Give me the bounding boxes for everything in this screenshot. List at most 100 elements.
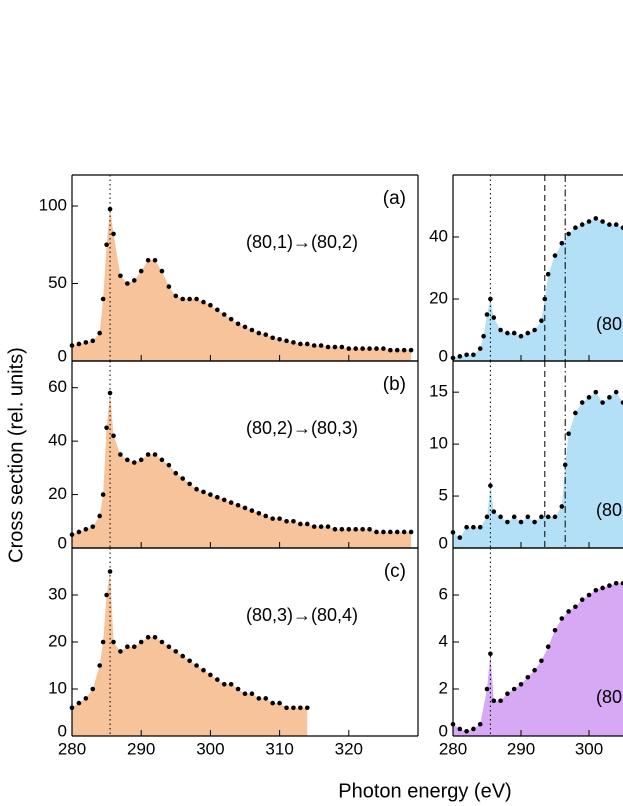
panel-label: (c) xyxy=(384,561,406,582)
data-point xyxy=(360,346,365,351)
annotation: (80 xyxy=(596,687,622,707)
y-tick-label: 2 xyxy=(439,678,448,697)
data-point xyxy=(488,296,493,302)
data-point xyxy=(498,698,503,704)
data-point xyxy=(125,281,130,286)
y-tick-label: 20 xyxy=(429,288,448,307)
data-point xyxy=(100,492,106,497)
area xyxy=(453,583,623,736)
annotation: (80,3)→(80,4) xyxy=(246,605,358,625)
y-axis-label: Cross section (rel. units) xyxy=(5,347,27,563)
data-point xyxy=(532,519,537,525)
y-tick-label: 10 xyxy=(48,678,67,697)
data-point xyxy=(539,658,544,664)
data-point xyxy=(545,644,551,649)
y-tick-label: 5 xyxy=(439,486,448,505)
data-point xyxy=(471,524,476,530)
y-tick-label: 6 xyxy=(439,584,448,603)
data-point xyxy=(505,519,510,525)
data-point xyxy=(249,508,255,513)
data-point xyxy=(579,222,585,227)
area xyxy=(72,571,308,736)
data-point xyxy=(263,513,269,519)
data-point xyxy=(83,527,89,532)
data-point xyxy=(111,433,116,439)
data-point xyxy=(125,457,130,463)
data-point xyxy=(263,696,269,701)
data-point xyxy=(235,502,241,508)
data-point xyxy=(111,231,116,237)
data-point xyxy=(525,330,531,336)
data-point xyxy=(408,347,414,353)
data-point xyxy=(607,395,612,400)
data-point xyxy=(481,333,486,339)
data-point xyxy=(374,529,379,535)
data-point xyxy=(491,698,497,704)
data-point xyxy=(360,527,365,532)
data-point xyxy=(228,500,234,505)
y-tick-label: 20 xyxy=(48,631,67,650)
data-point xyxy=(145,257,151,263)
data-point xyxy=(194,486,199,492)
y-tick-label: 20 xyxy=(48,484,67,503)
data-point xyxy=(145,452,151,457)
y-tick-label: 100 xyxy=(39,195,67,214)
annotation: (80 xyxy=(596,314,622,334)
y-tick-label: 15 xyxy=(429,382,448,401)
data-point xyxy=(545,514,551,520)
data-point xyxy=(511,330,517,336)
data-point xyxy=(221,497,227,503)
data-point xyxy=(83,696,89,701)
data-point xyxy=(180,476,186,481)
data-point xyxy=(97,513,102,519)
data-point xyxy=(471,726,476,732)
data-point xyxy=(270,516,275,521)
data-point xyxy=(100,296,106,302)
data-point xyxy=(138,639,144,645)
data-point xyxy=(552,627,558,633)
data-point xyxy=(228,682,234,687)
data-point xyxy=(573,410,578,416)
data-point xyxy=(298,705,303,711)
data-point xyxy=(235,321,241,327)
data-point xyxy=(566,231,571,237)
data-point xyxy=(491,509,497,514)
y-tick-label: 40 xyxy=(429,226,448,245)
data-point xyxy=(620,580,623,586)
x-tick-label: 280 xyxy=(58,739,86,758)
data-point xyxy=(374,346,379,351)
data-point xyxy=(194,663,199,668)
data-point xyxy=(104,242,109,248)
data-point xyxy=(159,268,165,274)
data-point xyxy=(159,457,165,463)
data-point xyxy=(90,524,96,529)
x-tick-label: 280 xyxy=(439,739,467,758)
data-point xyxy=(97,663,102,668)
y-tick-label: 0 xyxy=(439,533,448,552)
x-tick-label: 320 xyxy=(335,739,363,758)
data-point xyxy=(208,302,213,308)
data-point xyxy=(518,682,524,687)
data-point xyxy=(242,324,248,330)
data-point xyxy=(173,649,179,654)
data-point xyxy=(215,677,220,682)
data-point xyxy=(270,700,275,706)
data-point xyxy=(559,616,565,621)
data-point xyxy=(367,346,372,351)
annotation: (80 xyxy=(596,500,622,520)
data-point xyxy=(457,354,463,359)
x-axis-label: Photon energy (eV) xyxy=(338,780,511,802)
data-point xyxy=(194,296,199,302)
data-point xyxy=(270,335,275,341)
data-point xyxy=(111,639,116,645)
data-point xyxy=(457,535,463,540)
data-point xyxy=(249,691,255,696)
data-point xyxy=(464,729,469,734)
data-point xyxy=(346,346,352,351)
data-point xyxy=(249,327,255,333)
y-tick-label: 60 xyxy=(48,377,67,396)
data-point xyxy=(291,705,296,711)
data-point xyxy=(215,494,220,500)
data-point xyxy=(613,580,619,586)
data-point xyxy=(221,312,227,317)
